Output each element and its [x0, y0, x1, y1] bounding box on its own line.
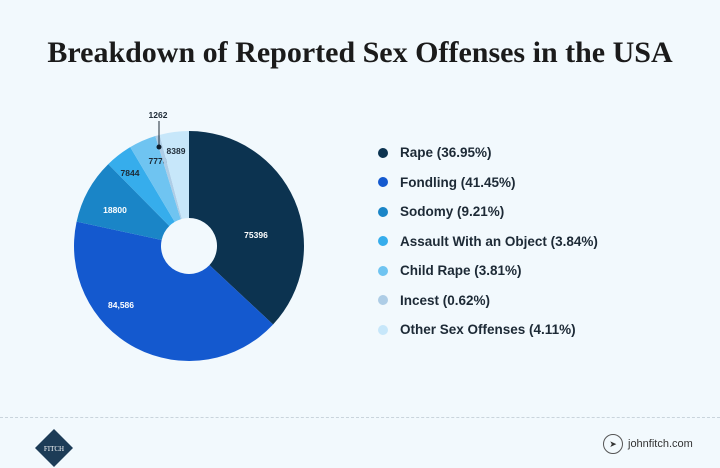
legend-label: Other Sex Offenses (4.11%) — [400, 322, 576, 338]
website-text: johnfitch.com — [628, 438, 693, 450]
data-label-2: 18800 — [103, 205, 127, 215]
cursor-icon: ➤ — [603, 434, 623, 454]
legend-swatch — [378, 206, 388, 217]
chart-title: Breakdown of Reported Sex Offenses in th… — [47, 36, 673, 69]
legend-swatch — [378, 295, 388, 306]
data-label-5: 1262 — [149, 110, 168, 120]
legend-label: Fondling (41.45%) — [400, 174, 516, 190]
donut-chart: 75396 84,586 18800 7844 7778 1262 8389 — [73, 110, 304, 362]
divider — [0, 417, 720, 418]
legend-item: Rape (36.95%) — [378, 138, 598, 168]
legend-swatch — [378, 265, 388, 276]
legend-item: Assault With an Object (3.84%) — [378, 227, 598, 257]
legend-item: Fondling (41.45%) — [378, 168, 598, 198]
legend-swatch — [378, 324, 388, 335]
legend-label: Assault With an Object (3.84%) — [400, 233, 598, 249]
svg-text:FITCH: FITCH — [44, 445, 64, 453]
slice-1 — [73, 221, 274, 362]
legend-label: Rape (36.95%) — [400, 145, 492, 161]
legend-item: Sodomy (9.21%) — [378, 197, 598, 227]
data-label-6: 8389 — [167, 146, 186, 156]
legend: Rape (36.95%) Fondling (41.45%) Sodomy (9.… — [378, 138, 598, 345]
legend-label: Incest (0.62%) — [400, 292, 491, 308]
legend-swatch — [378, 147, 388, 158]
slice-3 — [108, 147, 175, 227]
data-label-0: 75396 — [244, 230, 268, 240]
slice-4 — [130, 136, 181, 222]
legend-swatch — [378, 236, 388, 247]
legend-label: Child Rape (3.81%) — [400, 263, 522, 279]
slice-2 — [76, 164, 170, 241]
callout-dot — [156, 144, 162, 150]
legend-swatch — [378, 177, 388, 188]
data-label-1: 84,586 — [108, 300, 134, 310]
legend-item: Incest (0.62%) — [378, 286, 598, 316]
website-link[interactable]: ➤ johnfitch.com — [603, 434, 693, 454]
data-label-3: 7844 — [121, 168, 140, 178]
fitch-logo: FITCH — [35, 429, 73, 467]
slice-5 — [155, 134, 182, 220]
legend-label: Sodomy (9.21%) — [400, 204, 505, 220]
data-label-4: 7778 — [149, 156, 168, 166]
slice-6 — [159, 131, 189, 219]
legend-item: Child Rape (3.81%) — [378, 256, 598, 286]
slice-0 — [189, 131, 304, 325]
legend-item: Other Sex Offenses (4.11%) — [378, 315, 598, 345]
